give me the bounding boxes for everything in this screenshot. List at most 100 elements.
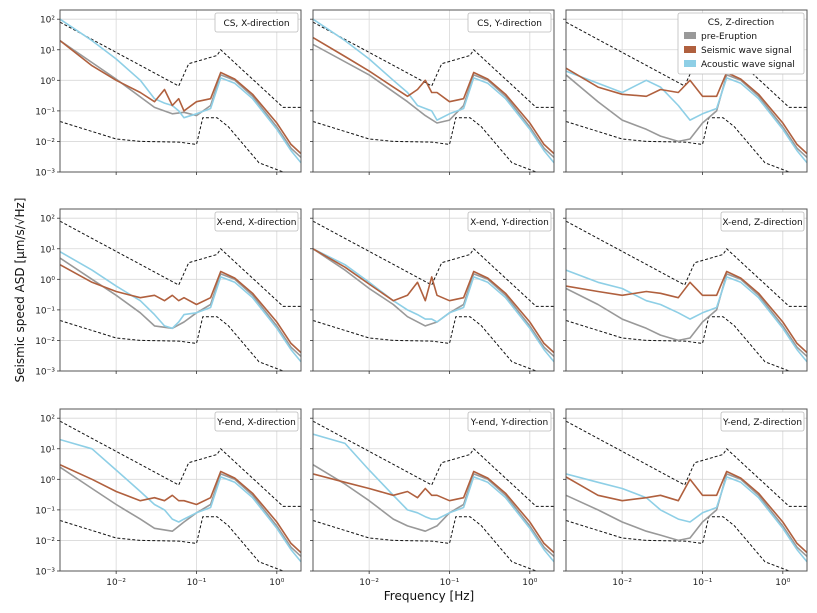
acoustic-wave-line bbox=[313, 433, 554, 563]
seismic-wave-line bbox=[60, 463, 301, 554]
panel-title-box bbox=[214, 411, 299, 432]
panel: 10⁻² 10⁻¹ 10⁰ Y-end, Y-direction bbox=[310, 408, 555, 588]
legend-box bbox=[677, 12, 805, 75]
plot-content bbox=[566, 409, 807, 571]
panel-frame bbox=[312, 408, 555, 572]
y-tick-label: 10⁻³ bbox=[35, 169, 55, 179]
panel: 10⁻³ 10⁻² 10⁻¹ 10⁰ 10¹ 10² 10⁻² 10⁻¹ 10⁰ Y-end, X… bbox=[35, 408, 302, 588]
y-tick-label: 10⁰ bbox=[40, 476, 55, 486]
high-noise-model-line bbox=[60, 220, 301, 307]
acoustic-wave-line bbox=[566, 269, 807, 363]
y-tick-label: 10⁻¹ bbox=[35, 306, 55, 316]
y-tick-label: 10⁻¹ bbox=[35, 506, 55, 516]
panel-title: CS, X-direction bbox=[223, 19, 289, 29]
pre-eruption-line bbox=[313, 43, 554, 158]
high-noise-model-line bbox=[313, 420, 554, 507]
y-tick-label: 10⁻¹ bbox=[35, 107, 55, 117]
plot-area bbox=[313, 209, 554, 371]
panel-title-box bbox=[214, 12, 299, 33]
x-tick-label: 10⁻² bbox=[612, 578, 632, 588]
x-tick-label: 10⁰ bbox=[775, 578, 790, 588]
panel-frame bbox=[565, 208, 808, 372]
x-axis-label: Frequency [Hz] bbox=[384, 589, 475, 603]
legend-label: Acoustic wave signal bbox=[701, 60, 795, 70]
plot-content bbox=[313, 409, 554, 571]
panel-frame bbox=[565, 408, 808, 572]
low-noise-model-line bbox=[566, 117, 791, 172]
x-tick-label: 10⁻¹ bbox=[693, 578, 713, 588]
low-noise-model-line bbox=[313, 117, 538, 172]
plot-content bbox=[566, 209, 807, 371]
panel-title-box bbox=[467, 211, 552, 232]
panel-frame bbox=[59, 408, 302, 572]
panel: 10⁻³ 10⁻² 10⁻¹ 10⁰ 10¹ 10² X-end, X-direction bbox=[35, 208, 302, 378]
pre-eruption-line bbox=[566, 74, 807, 158]
panel-frame bbox=[312, 208, 555, 372]
panel: CS, Y-direction bbox=[310, 9, 555, 175]
panel-title: X-end, Z-direction bbox=[722, 218, 802, 228]
panel-title: CS, Z-direction bbox=[708, 18, 774, 28]
panel-title: X-end, Y-direction bbox=[470, 218, 549, 228]
low-noise-model-line bbox=[566, 516, 791, 571]
panel: X-end, Y-direction bbox=[310, 208, 555, 374]
x-tick-label: 10⁰ bbox=[522, 578, 537, 588]
panel-frame bbox=[59, 9, 302, 173]
plot-content bbox=[60, 10, 301, 172]
x-tick-label: 10⁰ bbox=[269, 578, 284, 588]
panel-title: Y-end, Z-direction bbox=[722, 418, 802, 428]
panel-title: X-end, X-direction bbox=[216, 218, 296, 228]
seismic-wave-line bbox=[313, 470, 554, 554]
panel-frame bbox=[312, 9, 555, 173]
pre-eruption-line bbox=[566, 273, 807, 357]
y-tick-label: 10⁰ bbox=[40, 77, 55, 87]
panel-title: Y-end, Y-direction bbox=[470, 418, 548, 428]
panel: CS, Z-direction pre-Eruption Seismic wave … bbox=[563, 9, 808, 175]
panel-title: Y-end, X-direction bbox=[216, 418, 296, 428]
high-noise-model-line bbox=[60, 420, 301, 507]
y-tick-label: 10² bbox=[40, 415, 55, 425]
panel-frame bbox=[59, 208, 302, 372]
x-tick-label: 10⁻¹ bbox=[187, 578, 207, 588]
x-tick-label: 10⁻² bbox=[106, 578, 126, 588]
panel-title-box bbox=[720, 211, 805, 232]
plot-area bbox=[566, 209, 807, 371]
low-noise-model-line bbox=[313, 516, 538, 571]
legend-label: pre-Eruption bbox=[701, 32, 757, 42]
high-noise-model-line bbox=[313, 21, 554, 108]
seismic-wave-line bbox=[566, 470, 807, 554]
plot-area bbox=[60, 209, 301, 371]
acoustic-wave-line bbox=[566, 70, 807, 164]
seismic-wave-line bbox=[60, 263, 301, 354]
y-tick-label: 10⁻² bbox=[35, 138, 55, 148]
y-tick-label: 10⁻² bbox=[35, 537, 55, 547]
pre-eruption-line bbox=[566, 473, 807, 557]
acoustic-wave-line bbox=[60, 438, 301, 563]
plot-area bbox=[60, 10, 301, 172]
high-noise-model-line bbox=[566, 420, 807, 507]
plot-content bbox=[60, 409, 301, 571]
acoustic-wave-line bbox=[566, 473, 807, 563]
seismic-wave-line bbox=[60, 39, 301, 155]
y-tick-label: 10⁻³ bbox=[35, 368, 55, 378]
y-tick-label: 10¹ bbox=[40, 245, 55, 255]
panel: 10⁻² 10⁻¹ 10⁰ Y-end, Z-direction bbox=[563, 408, 808, 588]
y-tick-label: 10² bbox=[40, 215, 55, 225]
y-tick-label: 10⁻² bbox=[35, 337, 55, 347]
panel-title-box bbox=[720, 411, 805, 432]
y-tick-label: 10⁻³ bbox=[35, 568, 55, 578]
panel: X-end, Z-direction bbox=[563, 208, 808, 374]
x-tick-label: 10⁻¹ bbox=[440, 578, 460, 588]
high-noise-model-line bbox=[313, 220, 554, 307]
low-noise-model-line bbox=[60, 316, 285, 371]
low-noise-model-line bbox=[566, 316, 791, 371]
legend-swatch bbox=[684, 60, 696, 67]
high-noise-model-line bbox=[566, 220, 807, 307]
y-tick-label: 10¹ bbox=[40, 445, 55, 455]
legend-label: Seismic wave signal bbox=[701, 46, 792, 56]
high-noise-model-line bbox=[60, 21, 301, 108]
y-axis-label: Seismic speed ASD [μm/s/√Hz] bbox=[13, 198, 27, 383]
acoustic-wave-line bbox=[60, 18, 301, 164]
y-tick-label: 10⁰ bbox=[40, 276, 55, 286]
y-tick-label: 10¹ bbox=[40, 46, 55, 56]
